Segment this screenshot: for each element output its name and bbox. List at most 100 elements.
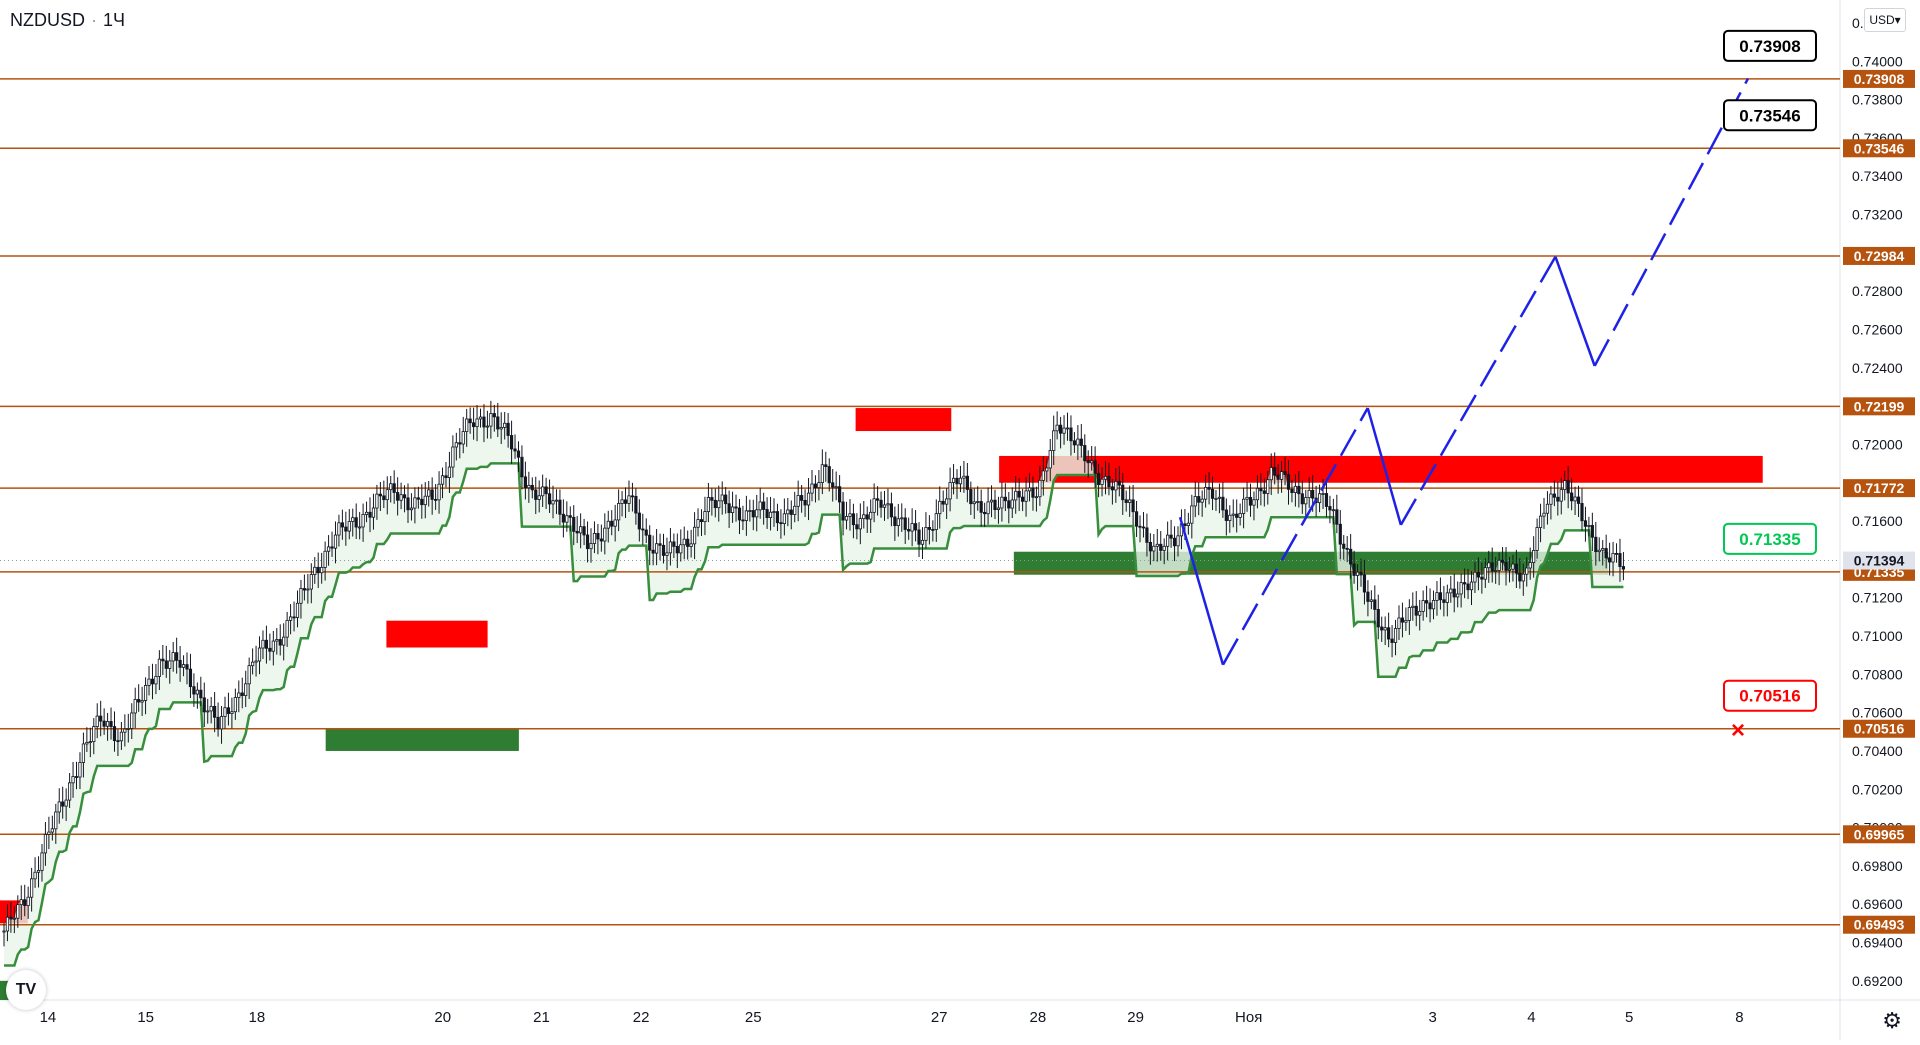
time-tick-label[interactable]: 14 — [40, 1009, 57, 1026]
separator-dot: · — [91, 10, 97, 30]
candle-body — [561, 513, 565, 523]
price-tick-label[interactable]: 0.70600 — [1852, 705, 1903, 721]
candle-body — [192, 686, 196, 695]
price-tick-label[interactable]: 0.70400 — [1852, 743, 1903, 759]
time-tick-label[interactable]: Ноя — [1235, 1009, 1262, 1026]
forecast-segment-2 — [1366, 407, 1403, 526]
candle-body — [1048, 450, 1052, 469]
time-tick-label[interactable]: 15 — [137, 1009, 154, 1026]
price-tick-label[interactable]: 0.73400 — [1852, 168, 1903, 184]
supply-zone-1 — [386, 620, 488, 648]
candle-body — [1017, 490, 1021, 498]
candle-body — [382, 495, 386, 501]
candle-body — [1497, 559, 1501, 571]
candle-body — [251, 661, 255, 667]
candle-body — [478, 416, 483, 420]
candle-body — [78, 762, 82, 778]
candle-body — [775, 511, 780, 524]
candle-body — [271, 640, 275, 652]
candle-body — [282, 636, 286, 646]
current-price-label: 0.71394 — [1854, 553, 1905, 569]
candle-body — [1500, 559, 1505, 563]
price-tick-label[interactable]: 0.69600 — [1852, 896, 1903, 912]
price-tick-label[interactable]: 0.69400 — [1852, 935, 1903, 951]
gear-icon[interactable]: ⚙ — [1882, 1008, 1902, 1033]
candle-body — [1124, 499, 1128, 503]
price-tick-label[interactable]: 0.69800 — [1852, 858, 1903, 874]
candle-body — [313, 566, 317, 575]
candle-body — [948, 482, 952, 500]
price-tick-label[interactable]: 0.72000 — [1852, 436, 1903, 452]
time-tick-label[interactable]: 8 — [1735, 1009, 1743, 1026]
time-tick-label[interactable]: 18 — [248, 1009, 265, 1026]
candle-body — [969, 489, 973, 505]
candle-body — [57, 801, 61, 813]
candle-body — [1393, 628, 1398, 643]
candle-body — [920, 539, 925, 545]
callout-box — [1723, 679, 1817, 712]
candle-body — [1214, 497, 1218, 500]
candle-body — [195, 689, 199, 695]
symbol-header[interactable]: NZDUSD · 1Ч — [10, 10, 125, 31]
price-tick-label[interactable]: 0.71600 — [1852, 513, 1903, 529]
candle-body — [492, 413, 496, 418]
time-tick-label[interactable]: 25 — [745, 1009, 762, 1026]
price-tick-label[interactable]: 0.72400 — [1852, 360, 1903, 376]
time-tick-label[interactable]: 27 — [931, 1009, 948, 1026]
tradingview-logo[interactable]: TV — [6, 970, 46, 1010]
candle-body — [471, 422, 476, 428]
candle-body — [1162, 545, 1166, 551]
candle-body — [513, 448, 517, 452]
time-tick-label[interactable]: 29 — [1127, 1009, 1144, 1026]
price-tick-label[interactable]: 0.70200 — [1852, 781, 1903, 797]
candle-body — [254, 660, 258, 663]
candle-body — [986, 501, 990, 515]
price-tick-label[interactable]: 0.73800 — [1852, 92, 1903, 108]
candle-body — [1425, 600, 1429, 604]
candle-body — [651, 549, 655, 554]
candle-body — [1242, 498, 1246, 514]
time-tick-label[interactable]: 28 — [1030, 1009, 1047, 1026]
price-tick-label[interactable]: 0.70800 — [1852, 666, 1903, 682]
candle-body — [958, 477, 963, 485]
candle-body — [257, 647, 262, 662]
candle-body — [1597, 549, 1601, 553]
time-tick-label[interactable]: 22 — [633, 1009, 650, 1026]
candle-body — [1576, 496, 1581, 504]
time-tick-label[interactable]: 21 — [533, 1009, 550, 1026]
candle-body — [1027, 487, 1032, 492]
candle-body — [1062, 427, 1066, 434]
trail-fill-area — [4, 413, 1624, 966]
time-tick-label[interactable]: 3 — [1429, 1009, 1437, 1026]
candle-body — [1014, 490, 1018, 501]
price-axis[interactable]: 0.742000.740000.738000.736000.734000.732… — [1843, 15, 1915, 989]
time-tick-label[interactable]: 20 — [434, 1009, 451, 1026]
forecast-layer: × — [1178, 77, 1750, 744]
time-tick-label[interactable]: 4 — [1527, 1009, 1535, 1026]
candle-body — [879, 499, 883, 508]
currency-select[interactable]: USD ▾ — [1864, 8, 1906, 32]
level-price-badge — [1843, 139, 1915, 158]
time-axis[interactable]: 14 15 18 20 21 22 25 27 28 29 Ноя 3 4 5 8 — [40, 1009, 1744, 1026]
interval-label[interactable]: 1Ч — [103, 10, 126, 30]
price-tick-label[interactable]: 0.73200 — [1852, 207, 1903, 223]
price-tick-label[interactable]: 0.72800 — [1852, 283, 1903, 299]
price-tick-label[interactable]: 0.71000 — [1852, 628, 1903, 644]
candle-body — [668, 541, 673, 554]
candle-body — [199, 689, 203, 699]
candle-body — [275, 639, 279, 642]
symbol-label[interactable]: NZDUSD — [10, 10, 85, 30]
price-tick-label[interactable]: 0.71200 — [1852, 590, 1903, 606]
price-tick-label[interactable]: 0.72600 — [1852, 322, 1903, 338]
currency-label[interactable]: USD — [1869, 13, 1895, 27]
candle-body — [1096, 472, 1101, 486]
candle-body — [164, 660, 168, 669]
forecast-segment-4 — [1554, 256, 1596, 367]
price-tick-label[interactable]: 0.74000 — [1852, 53, 1903, 69]
price-tick-label[interactable]: 0.69200 — [1852, 973, 1903, 989]
candle-body — [1542, 512, 1546, 517]
current-price-badge — [1843, 551, 1915, 570]
time-tick-label[interactable]: 5 — [1625, 1009, 1633, 1026]
